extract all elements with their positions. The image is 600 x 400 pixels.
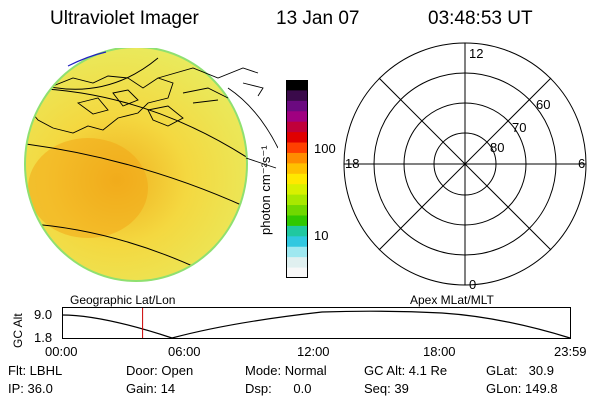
colorbar-segment bbox=[286, 100, 308, 112]
altitude-curve bbox=[62, 310, 571, 339]
altitude-axis-label: GC Alt bbox=[11, 313, 25, 348]
info-door: Door: Open bbox=[126, 363, 194, 378]
colorbar-segment bbox=[286, 257, 308, 269]
mlt-label-0: 0 bbox=[469, 277, 477, 292]
info-gc-alt: GC Alt: 4.1 Re bbox=[364, 363, 448, 378]
mlt-label-18: 18 bbox=[345, 156, 360, 171]
time-tick-3: 18:00 bbox=[423, 344, 456, 359]
info-gain: Gain: 14 bbox=[126, 381, 176, 396]
mlt-label-12: 12 bbox=[469, 46, 484, 61]
colorbar-segment bbox=[286, 246, 308, 258]
colorbar-tick-100: 100 bbox=[314, 141, 336, 156]
colorbar-segment bbox=[286, 225, 308, 237]
colorbar-unit-label: photon cm⁻²s⁻¹ bbox=[258, 145, 273, 235]
colorbar-segment bbox=[286, 184, 308, 196]
lat-label-70: 70 bbox=[512, 120, 527, 135]
coastline-lines bbox=[27, 75, 184, 134]
colorbar-segment bbox=[286, 215, 308, 227]
colorbar-segment bbox=[286, 90, 308, 102]
instrument-title: Ultraviolet Imager bbox=[50, 8, 199, 29]
info-dsp: Dsp: 0.0 bbox=[245, 381, 312, 396]
info-mode: Mode: Normal bbox=[245, 363, 327, 378]
colorbar-segment bbox=[286, 205, 308, 216]
colorbar-segment bbox=[286, 163, 308, 175]
lat-label-80: 80 bbox=[490, 140, 505, 155]
colorbar-segment bbox=[286, 173, 308, 185]
colorbar-segment bbox=[286, 80, 308, 91]
time-tick-0: 00:00 bbox=[45, 344, 78, 359]
globe-image bbox=[24, 48, 278, 282]
info-ip: IP: 36.0 bbox=[8, 381, 53, 396]
date-label: 13 Jan 07 bbox=[276, 8, 360, 29]
colorbar-tick-10: 10 bbox=[314, 228, 329, 243]
mlt-label-6: 6 bbox=[578, 156, 586, 171]
info-filter: Flt: LBHL bbox=[8, 363, 63, 378]
lat-label-60: 60 bbox=[536, 97, 551, 112]
polar-plot bbox=[343, 42, 587, 286]
info-glon: GLon: 149.8 bbox=[486, 381, 558, 396]
colorbar-segment bbox=[286, 267, 308, 278]
altitude-tick-min: 1.8 bbox=[34, 330, 53, 345]
apex-label: Apex MLat/MLT bbox=[410, 293, 494, 307]
time-tick-1: 06:00 bbox=[168, 344, 201, 359]
colorbar-segment bbox=[286, 121, 308, 133]
altitude-plot bbox=[62, 307, 571, 339]
colorbar-segment bbox=[286, 194, 308, 206]
colorbar-segment bbox=[286, 236, 308, 248]
colorbar-segment bbox=[286, 152, 308, 164]
time-tick-4: 23:59 bbox=[554, 344, 587, 359]
colorbar-segment bbox=[286, 132, 308, 144]
colorbar-segment bbox=[286, 111, 308, 123]
info-glat: GLat: 30.9 bbox=[486, 363, 554, 378]
time-tick-2: 12:00 bbox=[297, 344, 330, 359]
geographic-label: Geographic Lat/Lon bbox=[70, 293, 176, 307]
info-seq: Seq: 39 bbox=[364, 381, 409, 396]
time-label: 03:48:53 UT bbox=[428, 8, 533, 29]
colorbar bbox=[286, 80, 308, 278]
altitude-tick-max: 9.0 bbox=[34, 307, 53, 322]
colorbar-segment bbox=[286, 142, 308, 154]
